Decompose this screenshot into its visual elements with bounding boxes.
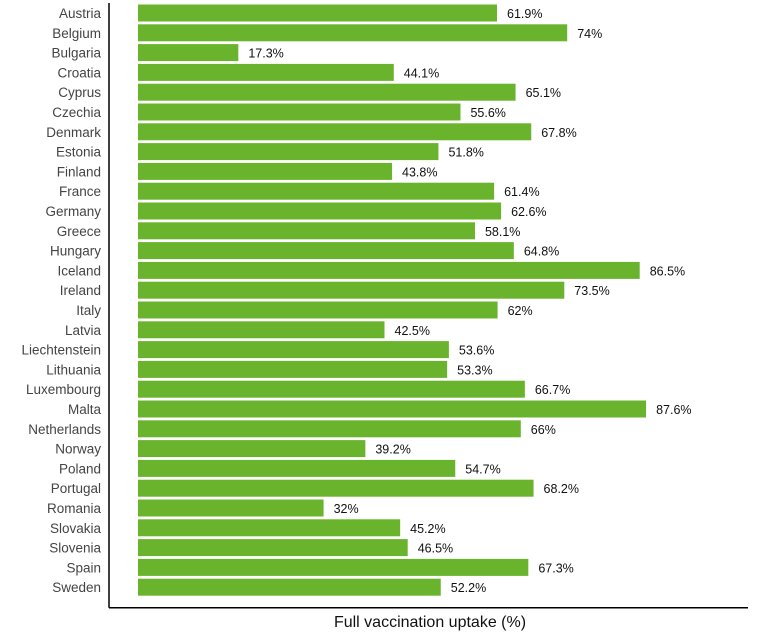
bar-cyprus <box>138 83 516 101</box>
bar-spain <box>138 558 529 576</box>
category-label-czechia: Czechia <box>52 105 101 120</box>
bar-finland <box>138 162 393 180</box>
value-label-cyprus: 65.1% <box>526 86 561 100</box>
x-axis-title: Full vaccination uptake (%) <box>334 614 526 631</box>
category-label-austria: Austria <box>59 6 102 21</box>
category-label-slovakia: Slovakia <box>50 521 102 536</box>
category-label-croatia: Croatia <box>57 65 101 80</box>
category-label-malta: Malta <box>68 402 102 417</box>
value-label-hungary: 64.8% <box>524 245 559 259</box>
bar-netherlands <box>138 420 521 438</box>
bar-romania <box>138 499 324 517</box>
category-label-finland: Finland <box>57 164 101 179</box>
value-label-liechtenstein: 53.6% <box>459 344 494 358</box>
value-label-greece: 58.1% <box>485 225 520 239</box>
bar-slovenia <box>138 539 408 557</box>
bar-denmark <box>138 123 532 141</box>
bar-germany <box>138 202 502 220</box>
category-labels: Austria Belgium Bulgaria Croatia Cyprus Czech… <box>21 6 101 595</box>
category-label-netherlands: Netherlands <box>28 422 101 437</box>
category-label-spain: Spain <box>66 560 101 575</box>
value-label-belgium: 74% <box>577 27 602 41</box>
value-label-romania: 32% <box>334 502 359 516</box>
value-label-malta: 87.6% <box>656 403 691 417</box>
value-label-croatia: 44.1% <box>404 66 439 80</box>
bar-italy <box>138 301 498 319</box>
value-labels: 61.9% 74% 17.3% 44.1% 65.1% 55.6% 67.8% 51.8% 43… <box>248 7 691 595</box>
value-label-portugal: 68.2% <box>544 482 579 496</box>
bar-portugal <box>138 479 534 497</box>
bar-bulgaria <box>138 44 239 62</box>
category-label-hungary: Hungary <box>50 244 101 259</box>
category-label-liechtenstein: Liechtenstein <box>21 343 101 358</box>
bar-iceland <box>138 261 640 279</box>
value-label-poland: 54.7% <box>465 462 500 476</box>
value-label-sweden: 52.2% <box>451 581 486 595</box>
category-label-ireland: Ireland <box>60 283 101 298</box>
value-label-czechia: 55.6% <box>470 106 505 120</box>
bar-luxembourg <box>138 380 525 398</box>
category-label-portugal: Portugal <box>51 481 101 496</box>
value-label-slovakia: 45.2% <box>410 522 445 536</box>
value-label-latvia: 42.5% <box>395 324 430 338</box>
category-label-latvia: Latvia <box>65 323 102 338</box>
value-label-luxembourg: 66.7% <box>535 383 570 397</box>
value-label-france: 61.4% <box>504 185 539 199</box>
bar-ireland <box>138 281 565 299</box>
bar-belgium <box>138 24 568 42</box>
category-label-norway: Norway <box>55 442 101 457</box>
bar-greece <box>138 222 475 240</box>
category-label-luxembourg: Luxembourg <box>26 382 101 397</box>
value-label-ireland: 73.5% <box>574 284 609 298</box>
bar-czechia <box>138 103 461 121</box>
category-label-bulgaria: Bulgaria <box>51 46 101 61</box>
category-label-romania: Romania <box>47 501 102 516</box>
bars-group <box>138 4 647 596</box>
category-label-lithuania: Lithuania <box>46 362 101 377</box>
value-label-netherlands: 66% <box>531 423 556 437</box>
bar-lithuania <box>138 360 448 378</box>
category-label-poland: Poland <box>59 461 101 476</box>
value-label-estonia: 51.8% <box>448 146 483 160</box>
bar-norway <box>138 440 366 458</box>
category-label-belgium: Belgium <box>52 26 101 41</box>
bar-estonia <box>138 143 439 161</box>
category-label-slovenia: Slovenia <box>49 541 101 556</box>
bar-slovakia <box>138 519 401 537</box>
bar-croatia <box>138 63 394 81</box>
value-label-bulgaria: 17.3% <box>248 47 283 61</box>
value-label-germany: 62.6% <box>511 205 546 219</box>
bar-france <box>138 182 495 200</box>
value-label-austria: 61.9% <box>507 7 542 21</box>
category-label-italy: Italy <box>76 303 101 318</box>
value-label-italy: 62% <box>508 304 533 318</box>
value-label-denmark: 67.8% <box>541 126 576 140</box>
category-label-france: France <box>59 184 101 199</box>
value-label-finland: 43.8% <box>402 165 437 179</box>
category-label-estonia: Estonia <box>56 145 102 160</box>
value-label-iceland: 86.5% <box>650 264 685 278</box>
bar-poland <box>138 459 456 477</box>
category-label-germany: Germany <box>45 204 101 219</box>
bar-liechtenstein <box>138 341 449 359</box>
value-label-norway: 39.2% <box>375 443 410 457</box>
category-label-cyprus: Cyprus <box>58 85 101 100</box>
bar-malta <box>138 400 647 418</box>
category-label-greece: Greece <box>57 224 101 239</box>
category-label-denmark: Denmark <box>46 125 101 140</box>
bar-hungary <box>138 242 514 260</box>
bar-latvia <box>138 321 385 339</box>
value-label-lithuania: 53.3% <box>457 363 492 377</box>
category-label-sweden: Sweden <box>52 580 101 595</box>
value-label-slovenia: 46.5% <box>418 542 453 556</box>
bar-sweden <box>138 578 441 596</box>
category-label-iceland: Iceland <box>57 263 101 278</box>
bar-austria <box>138 4 498 22</box>
value-label-spain: 67.3% <box>538 561 573 575</box>
